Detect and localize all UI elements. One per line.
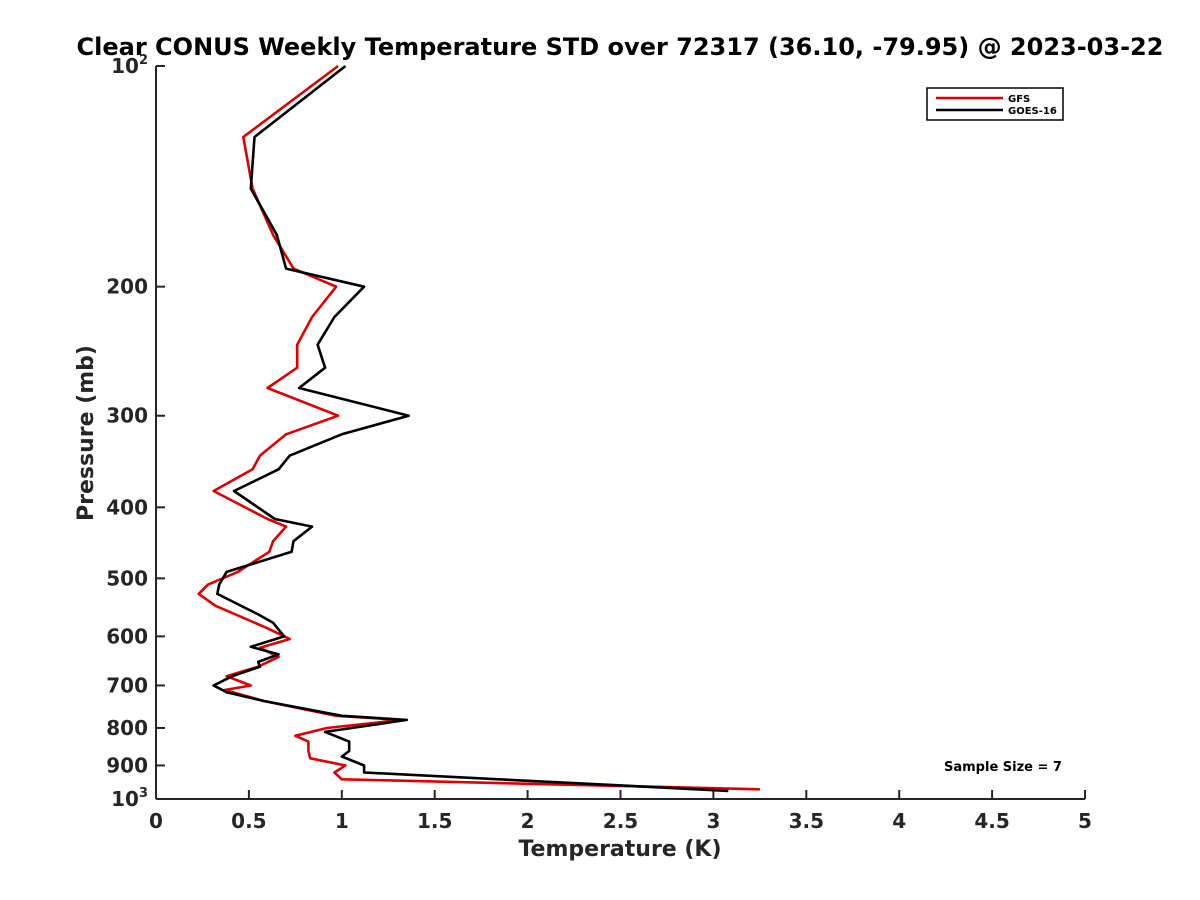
x-tick-label: 4 — [892, 809, 906, 833]
x-tick-label: 0.5 — [231, 809, 266, 833]
x-tick-label: 2 — [521, 809, 535, 833]
y-tick-label: 102 — [111, 53, 148, 78]
series-line-gfs — [197, 64, 760, 791]
y-tick-label: 300 — [106, 404, 148, 428]
x-tick-label: 5 — [1078, 809, 1092, 833]
y-tick-label: 900 — [106, 753, 148, 777]
y-tick-label: 200 — [106, 275, 148, 299]
x-tick-label: 2.5 — [603, 809, 638, 833]
y-axis-label: Pressure (mb) — [74, 345, 99, 521]
chart-title: Clear CONUS Weekly Temperature STD over … — [77, 33, 1164, 61]
x-tick-label: 1 — [335, 809, 349, 833]
x-tick-label: 4.5 — [974, 809, 1009, 833]
y-tick-label: 400 — [106, 495, 148, 519]
y-tick-label: 700 — [106, 673, 148, 697]
legend-label-goes16: GOES-16 — [1008, 106, 1057, 117]
y-tick-label: 500 — [106, 566, 148, 590]
legend-label-gfs: GFS — [1008, 94, 1030, 105]
legend: GFS GOES-16 — [926, 87, 1064, 121]
x-tick-label: 0 — [149, 809, 163, 833]
legend-box — [926, 87, 1064, 121]
x-tick-label: 3 — [706, 809, 720, 833]
y-tick-label-exponent: 3 — [139, 786, 148, 801]
y-tick-label: 103 — [111, 786, 148, 811]
series-line-goes16 — [212, 64, 729, 793]
y-tick-label: 600 — [106, 624, 148, 648]
y-tick-label-base: 10 — [111, 787, 139, 811]
x-axis-label: Temperature (K) — [518, 837, 721, 862]
y-tick-label: 800 — [106, 716, 148, 740]
x-ticks: 0 0.5 1 1.5 2 2.5 3 3.5 4 4.5 5 — [149, 790, 1092, 833]
y-tick-label-exponent: 2 — [139, 53, 148, 68]
x-tick-label: 3.5 — [789, 809, 824, 833]
series-layer — [197, 64, 760, 793]
sample-size-annotation: Sample Size = 7 — [944, 760, 1062, 775]
x-tick-label: 1.5 — [417, 809, 452, 833]
y-tick-label-base: 10 — [111, 54, 139, 78]
